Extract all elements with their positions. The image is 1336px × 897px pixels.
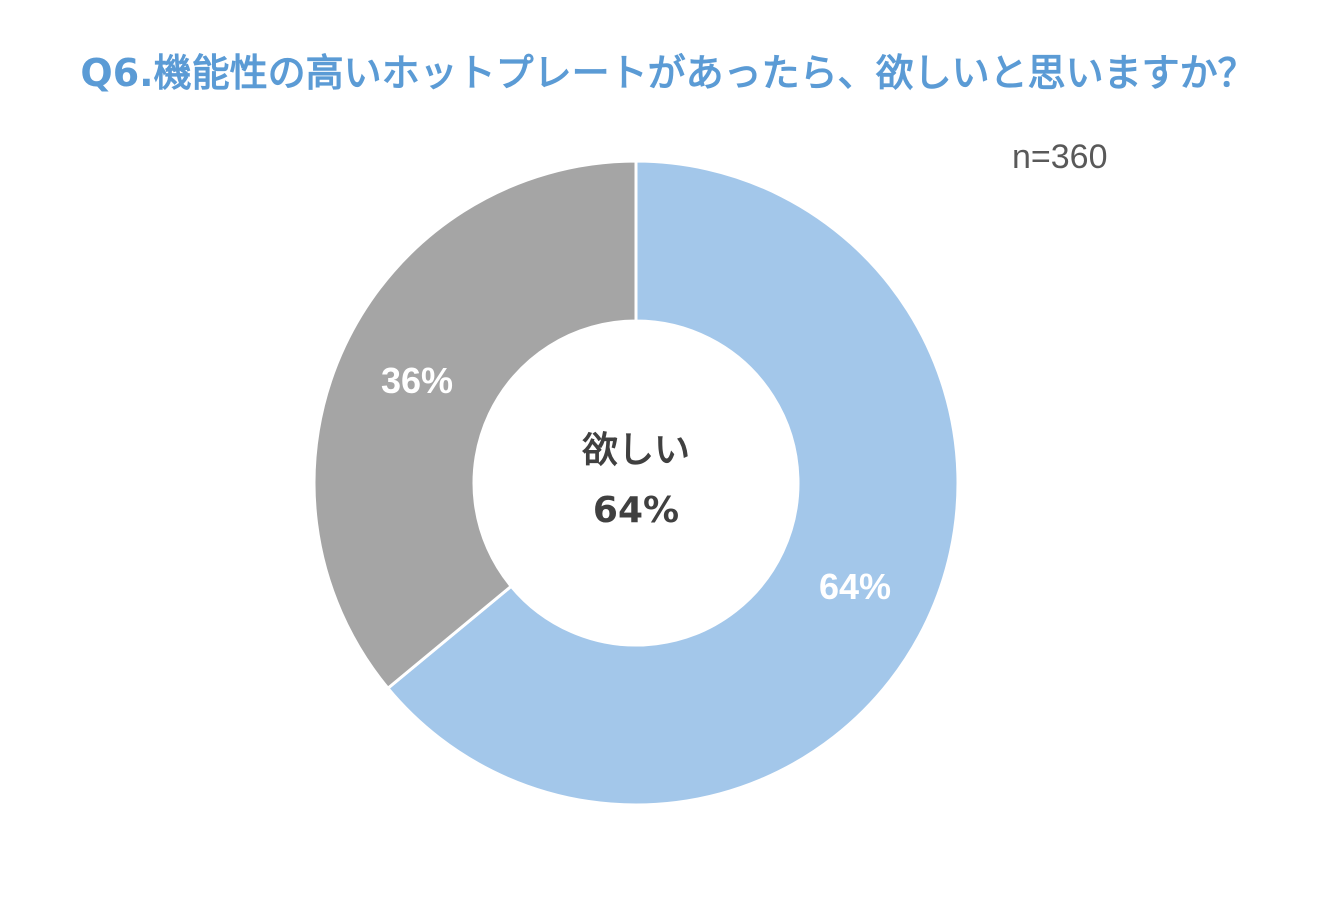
slice-0 [385, 159, 960, 807]
slice-label-1: 36% [381, 360, 453, 401]
slice-1 [312, 159, 638, 691]
chart-title: Q6.機能性の高いホットプレートがあったら、欲しいと思いますか？ [80, 51, 1256, 95]
slice-label-0: 64% [819, 566, 891, 607]
center-label: 欲しい [581, 430, 690, 471]
center-value: 64% [593, 490, 679, 531]
sample-size-label: n=360 [1012, 138, 1108, 176]
